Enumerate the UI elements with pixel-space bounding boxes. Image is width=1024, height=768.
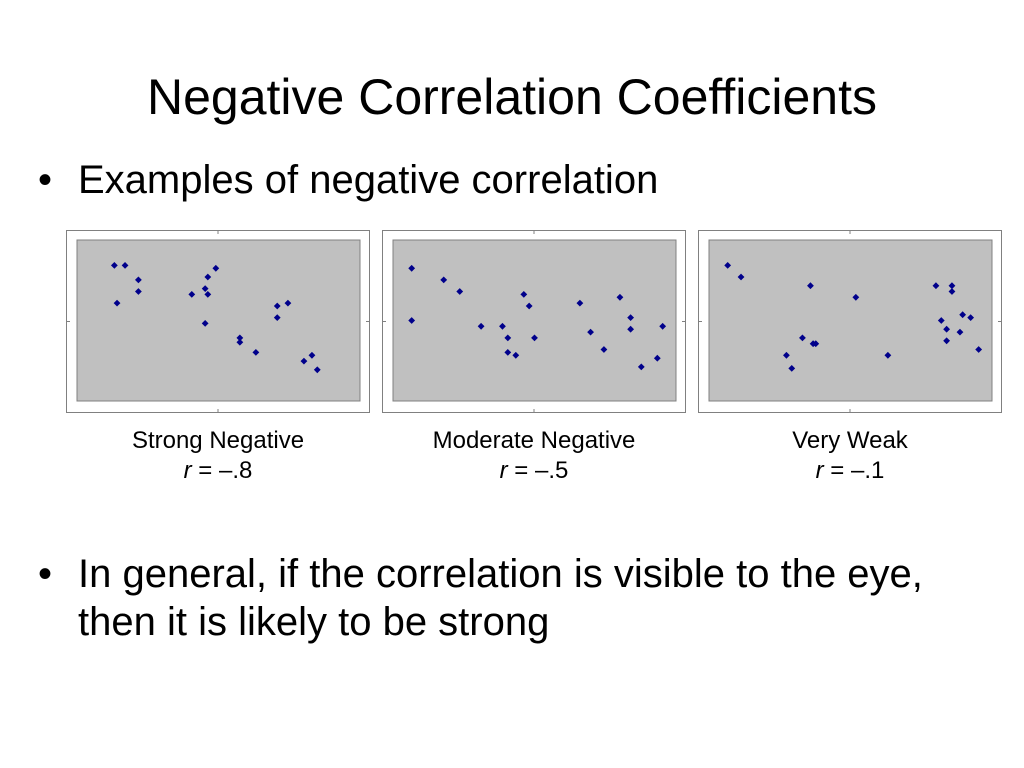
slide-title: Negative Correlation Coefficients (146, 69, 877, 125)
r-symbol: r (815, 457, 824, 484)
data-point (313, 366, 321, 374)
data-point (587, 328, 594, 336)
caption-r: r = –.8 (66, 456, 370, 486)
plot-area (708, 239, 993, 402)
data-point (616, 293, 624, 301)
data-point (799, 334, 806, 342)
data-point (737, 273, 745, 281)
r-value: = –.8 (191, 457, 253, 484)
data-point (807, 282, 814, 290)
data-point (113, 299, 121, 307)
data-point (300, 357, 308, 365)
caption-moderate: Moderate Negative r = –.5 (382, 426, 686, 486)
data-point (956, 328, 964, 336)
data-point (135, 276, 142, 284)
data-point (948, 288, 956, 295)
data-point (188, 291, 196, 298)
plot-area (76, 239, 361, 402)
data-point (967, 314, 975, 321)
data-point (212, 264, 220, 272)
scatter-plot-strong (66, 230, 370, 413)
data-point (273, 314, 281, 321)
data-point (788, 364, 796, 372)
data-point (852, 293, 860, 301)
bullet-general: • In general, if the correlation is visi… (38, 550, 978, 646)
data-point (576, 299, 584, 307)
caption-label: Strong Negative (131, 427, 305, 454)
data-point (932, 282, 940, 290)
scatter-panel-strong (66, 230, 370, 413)
bullet-examples: • Examples of negative correlation (38, 156, 978, 204)
data-point (504, 349, 512, 356)
data-point (943, 325, 951, 333)
data-point (600, 346, 608, 353)
data-point (504, 334, 512, 342)
caption-strong: Strong Negative r = –.8 (66, 426, 370, 486)
data-point (499, 322, 506, 330)
data-point (408, 264, 416, 272)
data-point (627, 325, 635, 333)
data-point (121, 262, 129, 269)
data-point (937, 317, 945, 324)
data-point (308, 351, 316, 359)
data-point (627, 314, 635, 321)
data-point (637, 363, 645, 371)
plot-area (392, 239, 677, 402)
data-point (110, 262, 118, 269)
data-point (252, 349, 260, 356)
data-point (531, 334, 538, 342)
data-point (948, 282, 956, 290)
data-point (943, 337, 951, 345)
scatter-panel-moderate (382, 230, 686, 413)
data-point (236, 334, 244, 342)
data-point (477, 322, 485, 330)
data-point (204, 291, 212, 298)
caption-r: r = –.1 (698, 456, 1002, 486)
data-point (812, 340, 820, 348)
r-value: = –.1 (823, 457, 885, 484)
scatter-plot-weak (698, 230, 1002, 413)
r-value: = –.5 (507, 457, 569, 484)
r-symbol: r (183, 457, 192, 484)
caption-label: Moderate Negative (432, 427, 636, 454)
bullet-symbol: • (38, 158, 53, 202)
data-point (659, 322, 667, 330)
data-point (975, 346, 983, 353)
data-point (724, 262, 732, 269)
data-point (520, 291, 528, 298)
data-point (525, 302, 533, 310)
scatter-panel-weak (698, 230, 1002, 413)
scatter-plot-moderate (382, 230, 686, 413)
caption-r: r = –.5 (382, 456, 686, 486)
data-point (884, 351, 892, 359)
data-point (456, 288, 464, 295)
data-point (201, 320, 209, 327)
data-point (959, 311, 967, 319)
data-point (512, 351, 520, 359)
data-point (284, 299, 292, 307)
caption-weak: Very Weak r = –.1 (698, 426, 1002, 486)
caption-label: Very Weak (792, 427, 908, 454)
data-point (783, 351, 790, 359)
bullet-text: In general, if the correlation is visibl… (78, 552, 923, 644)
data-point (201, 285, 209, 292)
bullet-text: Examples of negative correlation (78, 158, 659, 202)
r-symbol: r (499, 457, 508, 484)
bullet-symbol: • (38, 552, 53, 596)
data-point (440, 276, 448, 284)
